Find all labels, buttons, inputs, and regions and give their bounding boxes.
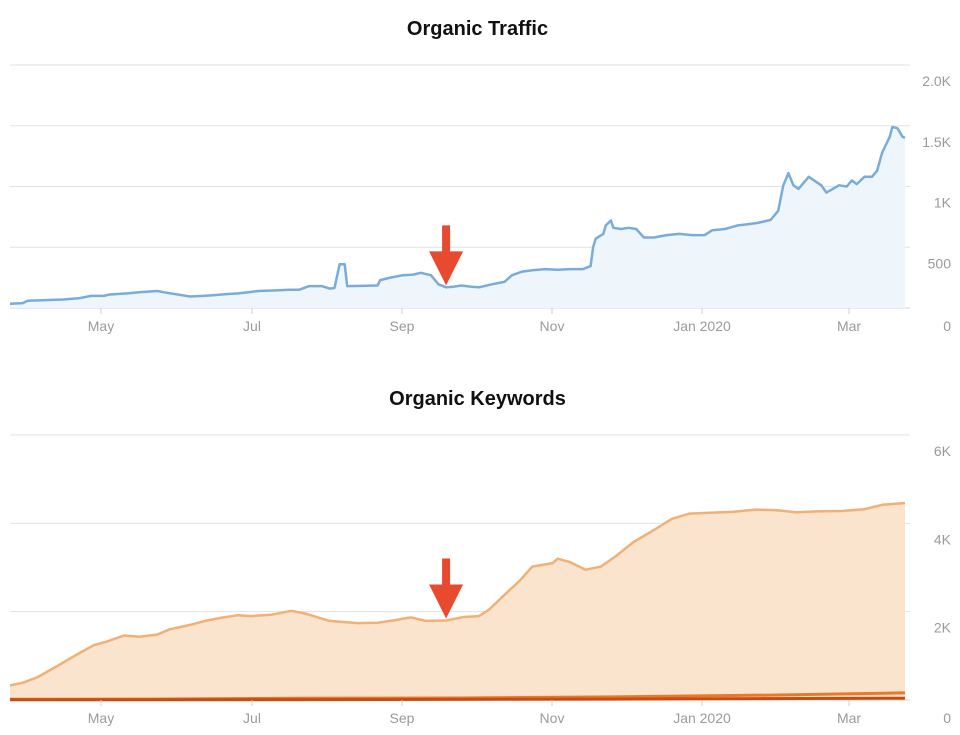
series-line xyxy=(9,696,906,702)
series-line xyxy=(9,125,906,305)
y-tick-label: 4K xyxy=(934,531,952,547)
y-tick-label: 1K xyxy=(934,195,952,211)
y-tick-label: 1.5K xyxy=(922,134,951,150)
y-tick-label: 2K xyxy=(934,620,952,636)
series-area xyxy=(10,503,905,700)
annotation-arrow xyxy=(429,558,464,619)
x-tick-label: Nov xyxy=(540,710,565,726)
x-tick-label: Mar xyxy=(837,710,861,726)
x-tick-label: Sep xyxy=(390,710,415,726)
y-tick-label: 0 xyxy=(943,318,951,334)
x-tick-label: Jan 2020 xyxy=(673,318,731,334)
y-tick-label: 0 xyxy=(943,710,951,726)
x-tick-label: May xyxy=(88,710,114,726)
chart-title-organic-traffic: Organic Traffic xyxy=(406,18,549,40)
x-tick-label: May xyxy=(88,318,114,334)
x-tick-label: Nov xyxy=(540,318,565,334)
series-area xyxy=(10,127,905,308)
x-tick-label: Jul xyxy=(243,710,261,726)
annotation-arrow xyxy=(429,225,464,286)
x-tick-label: Jul xyxy=(243,318,261,334)
y-tick-label: 6K xyxy=(934,443,952,459)
y-tick-label: 2.0K xyxy=(922,73,951,89)
x-tick-label: Sep xyxy=(390,318,415,334)
chart-title-organic-keywords: Organic Keywords xyxy=(389,388,566,410)
x-tick-label: Jan 2020 xyxy=(673,710,731,726)
x-tick-label: Mar xyxy=(837,318,861,334)
organic-traffic-chart: 0 500 1K 1.5K 2.0K May Jul Sep Nov Jan 2020 Mar xyxy=(9,64,952,334)
series-line xyxy=(9,501,906,687)
organic-keywords-chart: 0 2K 4K 6K May Jul Sep Nov Jan 2020 Mar xyxy=(9,434,952,726)
y-tick-label: 500 xyxy=(928,255,952,271)
